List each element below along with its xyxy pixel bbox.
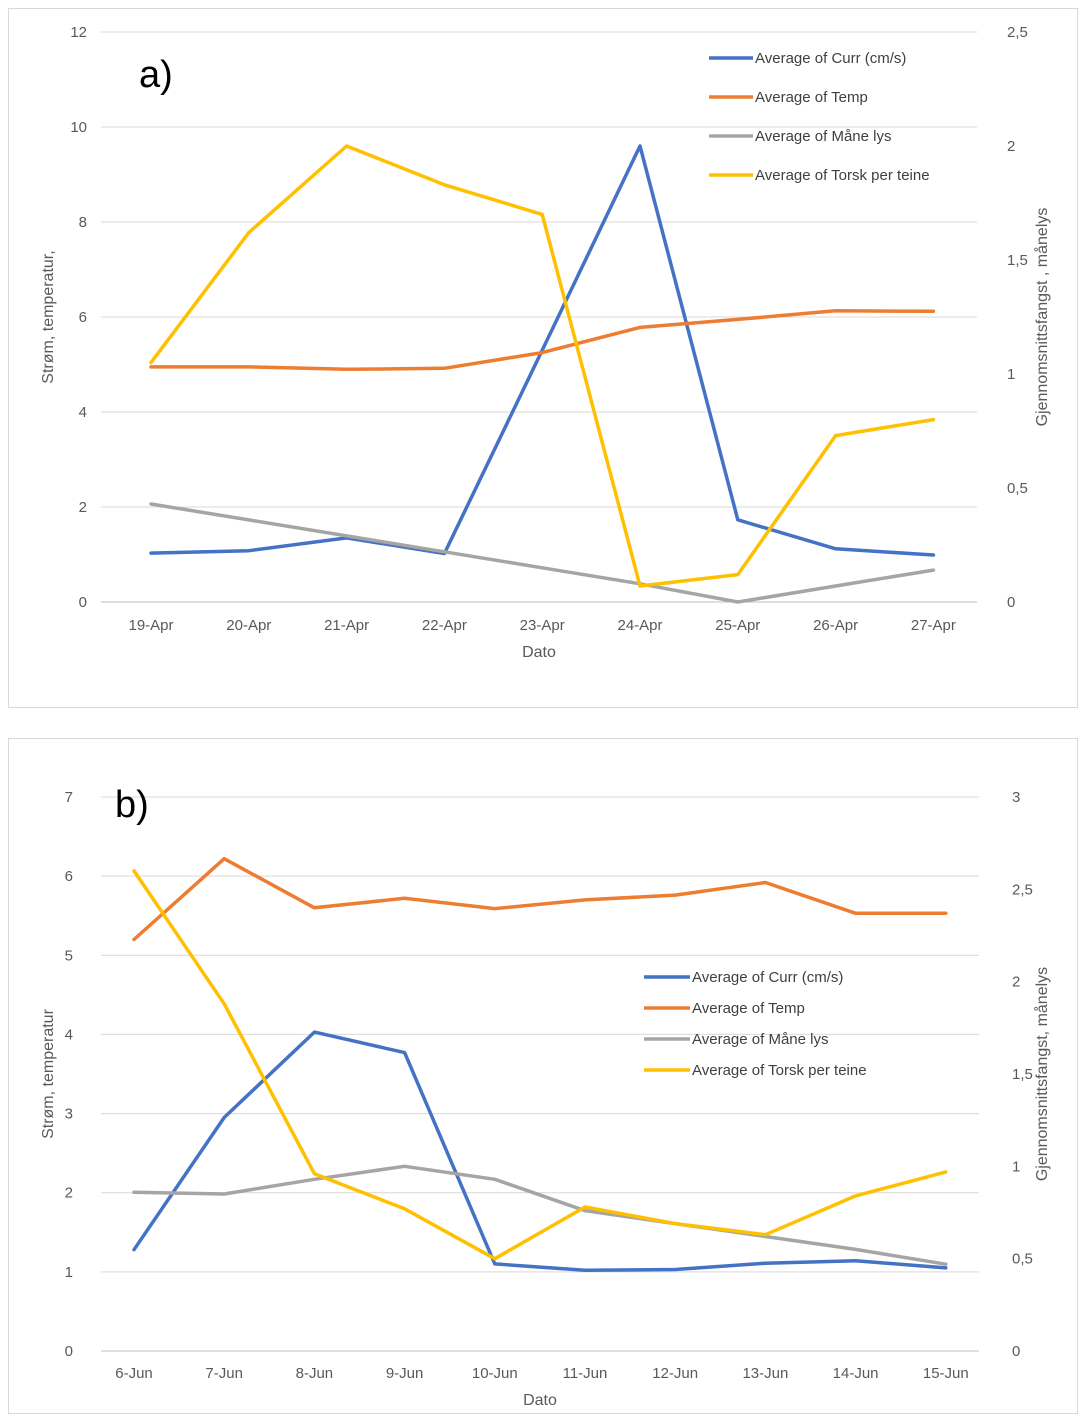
chart-b-y-tick-label: 5 bbox=[65, 947, 73, 964]
chart-b-y2-tick-label: 0,5 bbox=[1012, 1251, 1033, 1268]
chart-b-series-average-of-torsk-per-teine bbox=[132, 869, 948, 1261]
chart-b-x-tick-label: 6-Jun bbox=[115, 1365, 153, 1382]
chart-b-x-tick-label: 12-Jun bbox=[652, 1365, 698, 1382]
chart-a-y-tick-label: 10 bbox=[70, 119, 87, 136]
chart-a-x-tick-label: 19-Apr bbox=[128, 617, 173, 634]
chart-b-svg: 0 1 2 3 4 5 6 7 0 0,5 1 1,5 2 2,5 3 6-Jun 7-Jun 8-Jun 9-Ju… bbox=[40, 784, 1051, 1409]
chart-a-legend-label: Average of Torsk per teine bbox=[755, 167, 930, 184]
chart-a-x-tick-label: 21-Apr bbox=[324, 617, 369, 634]
chart-a-series-average-of-torsk-per-teine bbox=[149, 144, 936, 588]
chart-b-y-tick-label: 4 bbox=[65, 1026, 73, 1043]
chart-b-y-tick-label: 0 bbox=[65, 1343, 73, 1360]
chart-b-x-tick-label: 9-Jun bbox=[386, 1365, 424, 1382]
chart-a-svg: 0 2 4 6 8 10 12 0 0,5 1 1,5 2 2,5 19-Apr 20-Apr 21-Apr 2… bbox=[40, 24, 1051, 661]
chart-a-x-tick-label: 20-Apr bbox=[226, 617, 271, 634]
chart-b-y-tick-label: 1 bbox=[65, 1264, 73, 1281]
chart-b-x-tick-label: 10-Jun bbox=[472, 1365, 518, 1382]
chart-a-y-tick-label: 4 bbox=[79, 404, 87, 421]
chart-b-x-tick-label: 7-Jun bbox=[205, 1365, 243, 1382]
chart-a-series-average-of-curr-cm-s- bbox=[149, 144, 936, 557]
chart-b-y2-tick-label: 1 bbox=[1012, 1158, 1020, 1175]
chart-b-y2-axis-title: Gjennomsnittsfangst, månelys bbox=[1033, 967, 1051, 1181]
chart-b-series-average-of-curr-cm-s- bbox=[132, 1030, 948, 1273]
chart-b-x-tick-label: 11-Jun bbox=[563, 1365, 608, 1382]
chart-b-series-average-of-m-ne-lys bbox=[132, 1164, 948, 1266]
chart-b-legend-label: Average of Temp bbox=[692, 1000, 805, 1017]
chart-panel-b: 0 1 2 3 4 5 6 7 0 0,5 1 1,5 2 2,5 3 6-Jun 7-Jun 8-Jun 9-Ju… bbox=[8, 738, 1078, 1414]
chart-a-y2-tick-label: 2 bbox=[1007, 138, 1015, 155]
chart-a-y2-tick-label: 1 bbox=[1007, 366, 1015, 383]
chart-b-x-tick-label: 14-Jun bbox=[833, 1365, 879, 1382]
chart-a-x-tick-label: 26-Apr bbox=[813, 617, 858, 634]
chart-b-panel-label: b) bbox=[115, 784, 149, 826]
chart-a-y2-tick-label: 0,5 bbox=[1007, 480, 1028, 497]
chart-b-legend-label: Average of Torsk per teine bbox=[692, 1062, 867, 1079]
chart-a-y-tick-label: 12 bbox=[70, 24, 87, 41]
chart-a-y-tick-label: 8 bbox=[79, 214, 87, 231]
chart-b-x-axis-title: Dato bbox=[523, 1392, 557, 1409]
chart-a-y-axis-title: Strøm, temperatur, bbox=[40, 250, 57, 383]
chart-b-x-tick-label: 15-Jun bbox=[923, 1365, 969, 1382]
chart-a-x-tick-label: 25-Apr bbox=[715, 617, 760, 634]
chart-b-y2-tick-label: 2,5 bbox=[1012, 881, 1033, 898]
chart-a-series-average-of-temp bbox=[149, 309, 936, 372]
chart-a-x-tick-label: 24-Apr bbox=[617, 617, 662, 634]
chart-b-y2-tick-label: 2 bbox=[1012, 974, 1020, 991]
chart-b-y-tick-label: 2 bbox=[65, 1185, 73, 1202]
chart-a-legend-label: Average of Måne lys bbox=[755, 128, 891, 145]
chart-a-y2-tick-label: 0 bbox=[1007, 594, 1015, 611]
chart-b-y-tick-label: 7 bbox=[65, 789, 73, 806]
chart-b-y-tick-label: 3 bbox=[65, 1106, 73, 1123]
chart-a-x-axis-title: Dato bbox=[522, 644, 556, 661]
chart-b-y2-tick-label: 1,5 bbox=[1012, 1066, 1033, 1083]
chart-a-y-tick-label: 0 bbox=[79, 594, 87, 611]
chart-b-x-tick-label: 8-Jun bbox=[296, 1365, 334, 1382]
chart-b-y2-tick-label: 3 bbox=[1012, 789, 1020, 806]
chart-b-legend-label: Average of Måne lys bbox=[692, 1031, 828, 1048]
chart-b-series-average-of-temp bbox=[132, 856, 948, 942]
chart-b-legend-label: Average of Curr (cm/s) bbox=[692, 969, 843, 986]
chart-b-y-axis-title: Strøm, temperatur bbox=[40, 1008, 57, 1138]
chart-a-x-tick-label: 22-Apr bbox=[422, 617, 467, 634]
chart-b-y-tick-label: 6 bbox=[65, 868, 73, 885]
chart-a-y-tick-label: 6 bbox=[79, 309, 87, 326]
chart-a-y2-axis-title: Gjennomsnittsfangst , månelys bbox=[1033, 208, 1051, 427]
chart-a-y2-tick-label: 1,5 bbox=[1007, 252, 1028, 269]
chart-a-y2-tick-label: 2,5 bbox=[1007, 24, 1028, 41]
chart-a-legend-label: Average of Temp bbox=[755, 89, 868, 106]
chart-panel-a: 0 2 4 6 8 10 12 0 0,5 1 1,5 2 2,5 19-Apr 20-Apr 21-Apr 2… bbox=[8, 8, 1078, 708]
chart-b-y2-tick-label: 0 bbox=[1012, 1343, 1020, 1360]
chart-a-x-tick-label: 23-Apr bbox=[520, 617, 565, 634]
chart-a-panel-label: a) bbox=[139, 54, 173, 96]
chart-a-y-tick-label: 2 bbox=[79, 499, 87, 516]
chart-a-x-tick-label: 27-Apr bbox=[911, 617, 956, 634]
chart-b-x-tick-label: 13-Jun bbox=[742, 1365, 788, 1382]
chart-a-series-average-of-m-ne-lys bbox=[149, 502, 936, 604]
chart-a-legend-label: Average of Curr (cm/s) bbox=[755, 50, 906, 67]
